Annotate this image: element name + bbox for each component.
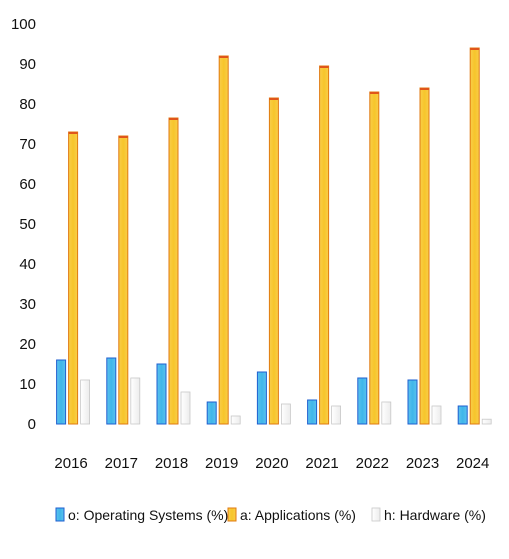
bar	[469, 47, 480, 425]
bar	[481, 418, 492, 425]
bar-cap	[118, 136, 128, 138]
bar	[130, 377, 141, 425]
bar	[118, 135, 129, 425]
bar	[230, 415, 241, 425]
bar	[56, 359, 67, 425]
legend-swatch	[227, 507, 237, 522]
bar	[319, 65, 330, 425]
bar	[80, 379, 90, 425]
bar	[431, 405, 442, 425]
x-tick-label: 2023	[406, 455, 439, 472]
bar	[206, 401, 217, 425]
bar-cap	[169, 118, 178, 120]
y-tick-label: 20	[19, 336, 36, 353]
bar	[168, 117, 179, 425]
y-tick-label: 50	[19, 216, 36, 233]
bar	[256, 371, 267, 425]
bar	[369, 91, 380, 425]
bars	[56, 47, 492, 425]
bar-cap	[420, 88, 429, 90]
bar	[218, 55, 229, 425]
y-tick-label: 80	[19, 96, 36, 113]
bar	[381, 401, 392, 425]
bar	[307, 399, 318, 425]
legend: o: Operating Systems (%) a: Applications …	[55, 507, 486, 523]
y-tick-label: 60	[19, 176, 36, 193]
bar	[180, 391, 191, 425]
y-tick-label: 100	[11, 16, 36, 33]
bar-cap	[470, 48, 480, 50]
x-tick-label: 2016	[54, 455, 87, 472]
y-tick-label: 70	[19, 136, 36, 153]
legend-label: o: Operating Systems (%)	[68, 507, 228, 523]
bar	[268, 97, 279, 425]
bar-cap	[219, 56, 229, 58]
y-axis: 0 10 20 30 40 50 60 70 80 90 100	[11, 16, 36, 433]
y-tick-label: 30	[19, 296, 36, 313]
y-tick-label: 0	[28, 416, 36, 433]
x-axis: 2016 2017 2018 2019 2020 2021 2022 2023 2024	[54, 455, 489, 472]
legend-label: a: Applications (%)	[240, 507, 356, 523]
x-tick-label: 2021	[305, 455, 338, 472]
bar	[457, 405, 468, 425]
bar	[106, 357, 117, 425]
bar-cap	[319, 66, 329, 68]
legend-swatch	[371, 507, 381, 522]
x-tick-label: 2022	[356, 455, 389, 472]
bar-cap	[68, 132, 78, 134]
x-tick-label: 2018	[155, 455, 188, 472]
y-tick-label: 40	[19, 256, 36, 273]
legend-label: h: Hardware (%)	[384, 507, 486, 523]
x-tick-label: 2020	[255, 455, 288, 472]
bar	[407, 379, 418, 425]
legend-swatch	[55, 507, 65, 522]
bar	[68, 131, 79, 425]
bar-cap	[269, 98, 279, 100]
bar	[280, 403, 291, 425]
bar	[357, 377, 368, 425]
y-tick-label: 10	[19, 376, 36, 393]
bar	[419, 87, 430, 425]
x-tick-label: 2019	[205, 455, 238, 472]
bar	[156, 363, 167, 425]
bar-cap	[369, 92, 379, 94]
bar	[331, 405, 342, 425]
y-tick-label: 90	[19, 56, 36, 73]
x-tick-label: 2024	[456, 455, 489, 472]
x-tick-label: 2017	[105, 455, 138, 472]
